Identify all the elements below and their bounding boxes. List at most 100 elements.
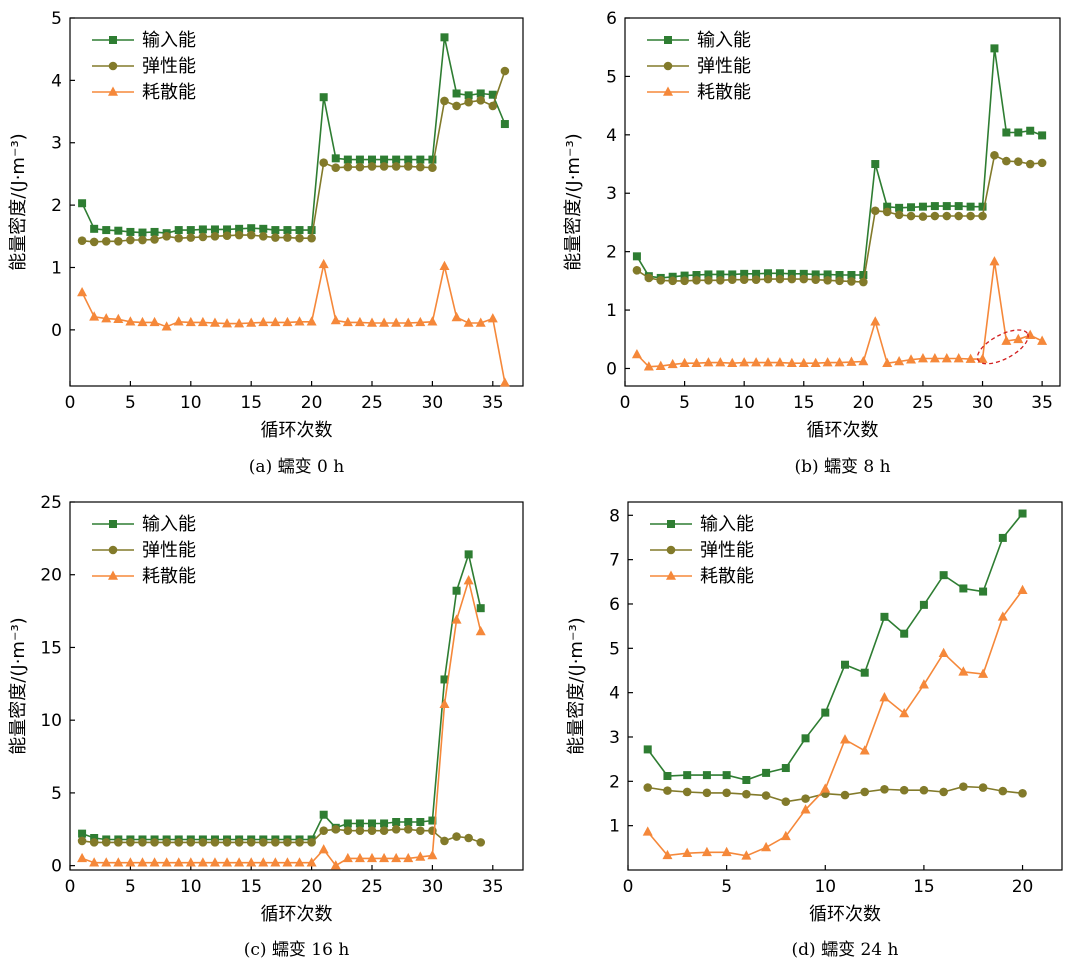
data-point xyxy=(840,734,850,744)
data-point xyxy=(798,357,809,368)
data-point xyxy=(210,232,220,241)
data-point xyxy=(197,857,208,867)
data-point xyxy=(880,612,889,621)
series-square xyxy=(643,509,1027,784)
data-point xyxy=(174,838,184,847)
data-point xyxy=(210,838,220,847)
data-point xyxy=(162,838,171,847)
y-tick-label: 0 xyxy=(51,321,62,341)
data-point xyxy=(781,797,791,807)
data-point xyxy=(728,270,737,279)
y-axis-title: 能量密度/(J·m⁻³) xyxy=(566,617,587,754)
panel-caption: (b) 蠕变 8 h xyxy=(794,457,890,477)
data-point xyxy=(761,791,771,800)
data-point xyxy=(138,235,147,245)
data-point xyxy=(416,162,425,172)
data-point xyxy=(662,849,673,860)
y-tick-label: 2 xyxy=(51,196,62,216)
data-point xyxy=(751,275,761,284)
data-point xyxy=(762,768,771,777)
legend-entry: 输入能 xyxy=(650,514,754,535)
data-point xyxy=(682,847,693,857)
data-point xyxy=(367,162,377,171)
data-point xyxy=(841,660,849,669)
data-point xyxy=(343,819,352,828)
data-point xyxy=(834,357,845,367)
data-point xyxy=(643,745,652,754)
data-point xyxy=(89,237,99,247)
data-point xyxy=(440,96,449,106)
data-point xyxy=(643,783,653,792)
legend-label: 耗散能 xyxy=(700,566,754,587)
data-point xyxy=(368,155,376,164)
data-point xyxy=(965,353,976,363)
y-tick-label: 6 xyxy=(609,595,620,615)
data-point xyxy=(1038,131,1047,140)
legend-label: 耗散能 xyxy=(142,82,196,103)
data-point xyxy=(989,256,1000,266)
data-point xyxy=(682,787,692,797)
data-point xyxy=(186,233,196,242)
data-point xyxy=(404,818,413,826)
data-point xyxy=(882,207,892,217)
data-point xyxy=(668,276,677,286)
data-point xyxy=(319,158,328,168)
data-point xyxy=(464,550,473,559)
data-point xyxy=(318,844,329,854)
data-point xyxy=(840,790,850,800)
data-point xyxy=(761,841,772,852)
data-point xyxy=(452,89,461,98)
y-tick-label: 2 xyxy=(609,772,620,792)
data-point xyxy=(787,274,797,284)
series-line xyxy=(647,589,1024,857)
data-point xyxy=(101,857,112,867)
data-point xyxy=(977,353,988,363)
data-point xyxy=(403,852,414,863)
data-point xyxy=(499,377,510,387)
data-point xyxy=(283,226,292,235)
data-point xyxy=(906,354,917,364)
data-point xyxy=(246,838,256,847)
data-point xyxy=(727,357,738,368)
series-triangle xyxy=(631,256,1048,371)
data-point xyxy=(1013,157,1023,166)
data-point xyxy=(343,155,352,164)
data-point xyxy=(930,202,939,211)
x-tick-label: 15 xyxy=(913,877,935,897)
data-point xyxy=(859,745,870,755)
data-point xyxy=(125,857,136,867)
legend-entry: 耗散能 xyxy=(92,82,196,103)
data-point xyxy=(1002,156,1011,166)
data-point xyxy=(742,775,751,784)
data-point xyxy=(452,101,461,111)
data-point xyxy=(979,587,988,596)
x-tick-label: 5 xyxy=(125,393,136,413)
data-point xyxy=(258,316,269,327)
data-point xyxy=(162,232,171,241)
data-point xyxy=(452,832,461,841)
data-point xyxy=(451,311,462,322)
data-point xyxy=(368,819,376,828)
data-point xyxy=(367,852,377,863)
data-point xyxy=(114,236,123,246)
data-point xyxy=(742,789,751,799)
data-point xyxy=(319,810,328,819)
x-tick-label: 10 xyxy=(733,393,755,413)
data-point xyxy=(440,675,449,684)
data-point xyxy=(403,317,414,327)
data-point xyxy=(823,275,832,285)
data-point xyxy=(427,316,438,326)
data-point xyxy=(415,316,426,327)
data-point xyxy=(89,838,99,847)
data-point xyxy=(343,162,353,172)
data-point xyxy=(1013,333,1024,344)
plot-frame xyxy=(624,17,1061,387)
data-point xyxy=(464,91,473,100)
data-point xyxy=(716,270,725,279)
data-point xyxy=(954,211,963,221)
data-point xyxy=(403,824,413,834)
data-point xyxy=(354,852,365,863)
data-point xyxy=(209,857,220,867)
data-point xyxy=(173,857,184,867)
y-tick-label: 0 xyxy=(606,359,617,379)
